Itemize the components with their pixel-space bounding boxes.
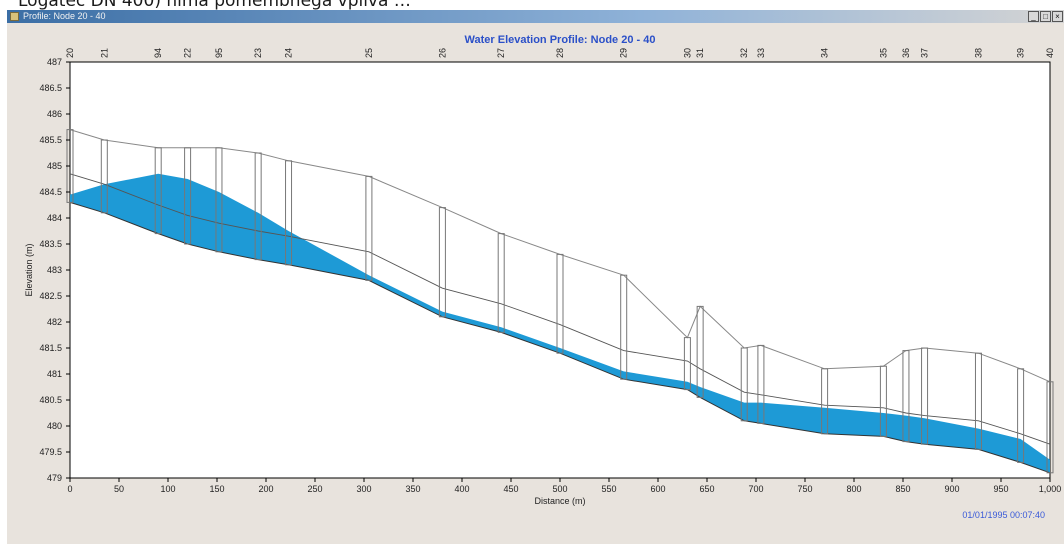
node-label: 33 (756, 48, 766, 58)
x-tick-label: 900 (944, 484, 959, 494)
node-label: 34 (820, 48, 830, 58)
node-shaft (757, 344, 765, 424)
node-label: 37 (920, 48, 930, 58)
node-shaft (215, 147, 223, 253)
x-tick-label: 150 (209, 484, 224, 494)
caption-text: Logatec DN 400) nima pomembnega vpliva … (18, 0, 411, 11)
y-tick-label: 485.5 (39, 135, 62, 145)
y-tick-label: 481 (47, 369, 62, 379)
node-shaft (154, 147, 162, 235)
x-tick-label: 300 (356, 484, 371, 494)
node-shaft (696, 305, 704, 398)
node-shaft (974, 352, 982, 450)
node-shaft (100, 139, 108, 214)
y-axis-label: Elevation (m) (24, 243, 34, 296)
node-label: 36 (901, 48, 911, 58)
minimize-icon[interactable]: _ (1028, 11, 1039, 22)
y-tick-label: 484 (47, 213, 62, 223)
node-label: 40 (1045, 48, 1055, 58)
y-tick-label: 485 (47, 161, 62, 171)
x-tick-label: 100 (160, 484, 175, 494)
x-tick-label: 550 (601, 484, 616, 494)
y-tick-label: 481.5 (39, 343, 62, 353)
x-tick-label: 1,000 (1039, 484, 1062, 494)
x-tick-label: 200 (258, 484, 273, 494)
node-shaft (285, 160, 293, 266)
y-tick-label: 480.5 (39, 395, 62, 405)
y-tick-label: 487 (47, 57, 62, 67)
maximize-icon[interactable]: □ (1040, 11, 1051, 22)
node-label: 95 (214, 48, 224, 58)
node-label: 22 (183, 48, 193, 58)
water-area (70, 173, 1050, 473)
x-tick-label: 650 (699, 484, 714, 494)
node-shaft (620, 274, 628, 380)
node-label: 31 (695, 48, 705, 58)
x-tick-label: 250 (307, 484, 322, 494)
x-axis-label: Distance (m) (534, 496, 585, 506)
x-tick-label: 350 (405, 484, 420, 494)
x-tick-label: 400 (454, 484, 469, 494)
x-tick-label: 50 (114, 484, 124, 494)
y-tick-label: 479.5 (39, 447, 62, 457)
node-shaft (438, 207, 446, 318)
node-label: 20 (65, 48, 75, 58)
node-label: 23 (253, 48, 263, 58)
y-tick-label: 486 (47, 109, 62, 119)
node-shaft (556, 253, 564, 354)
node-label: 39 (1016, 48, 1026, 58)
node-label: 24 (284, 48, 294, 58)
node-label: 27 (496, 48, 506, 58)
chart-title: Water Elevation Profile: Node 20 - 40 (465, 34, 656, 46)
x-tick-label: 800 (846, 484, 861, 494)
node-shaft (821, 368, 829, 435)
profile-chart: 20 21 94 22 95 23 24 25 26 27 28 29 30 31 32 33 34 35 36 37… (24, 34, 1062, 520)
window-title: Profile: Node 20 - 40 (23, 11, 106, 21)
node-shaft (1046, 381, 1054, 474)
y-tick-label: 486.5 (39, 83, 62, 93)
profile-window-icon (10, 12, 19, 21)
x-tick-label: 950 (993, 484, 1008, 494)
y-tick-label: 483 (47, 265, 62, 275)
x-tick-label: 600 (650, 484, 665, 494)
node-label: 25 (364, 48, 374, 58)
node-shaft (254, 152, 262, 261)
node-label: 29 (619, 48, 629, 58)
window-titlebar[interactable]: Profile: Node 20 - 40 _ □ × (7, 10, 1064, 23)
x-tick-label: 750 (797, 484, 812, 494)
node-label: 21 (99, 48, 109, 58)
node-label: 26 (437, 48, 447, 58)
timestamp: 01/01/1995 00:07:40 (962, 510, 1045, 520)
document-caption-fragment: Logatec DN 400) nima pomembnega vpliva … (0, 0, 560, 12)
node-label: 94 (153, 48, 163, 58)
profile-window[interactable]: Profile: Node 20 - 40 _ □ × 20 21 94 22 95 23… (7, 10, 1064, 544)
node-shaft (1017, 368, 1025, 463)
node-shaft (921, 347, 929, 445)
node-shaft (902, 350, 910, 443)
x-tick-label: 850 (895, 484, 910, 494)
x-tick-label: 500 (552, 484, 567, 494)
node-label: 38 (973, 48, 983, 58)
x-tick-label: 450 (503, 484, 518, 494)
pipe-crown-line (69, 173, 1051, 445)
node-shaft (497, 233, 505, 333)
x-tick-label: 700 (748, 484, 763, 494)
node-label: 28 (555, 48, 565, 58)
close-icon[interactable]: × (1052, 11, 1063, 22)
node-shaft (184, 147, 192, 245)
x-tick-label: 0 (67, 484, 72, 494)
node-label: 35 (878, 48, 888, 58)
y-tick-label: 482 (47, 317, 62, 327)
y-tick-label: 479 (47, 473, 62, 483)
node-label: 30 (682, 48, 692, 58)
y-tick-label: 480 (47, 421, 62, 431)
node-shaft (740, 347, 748, 422)
y-tick-label: 482.5 (39, 291, 62, 301)
node-shaft (683, 337, 691, 391)
y-tick-label: 484.5 (39, 187, 62, 197)
node-shaft (879, 365, 887, 437)
node-label: 32 (739, 48, 749, 58)
node-shaft (365, 175, 373, 281)
y-tick-label: 483.5 (39, 239, 62, 249)
